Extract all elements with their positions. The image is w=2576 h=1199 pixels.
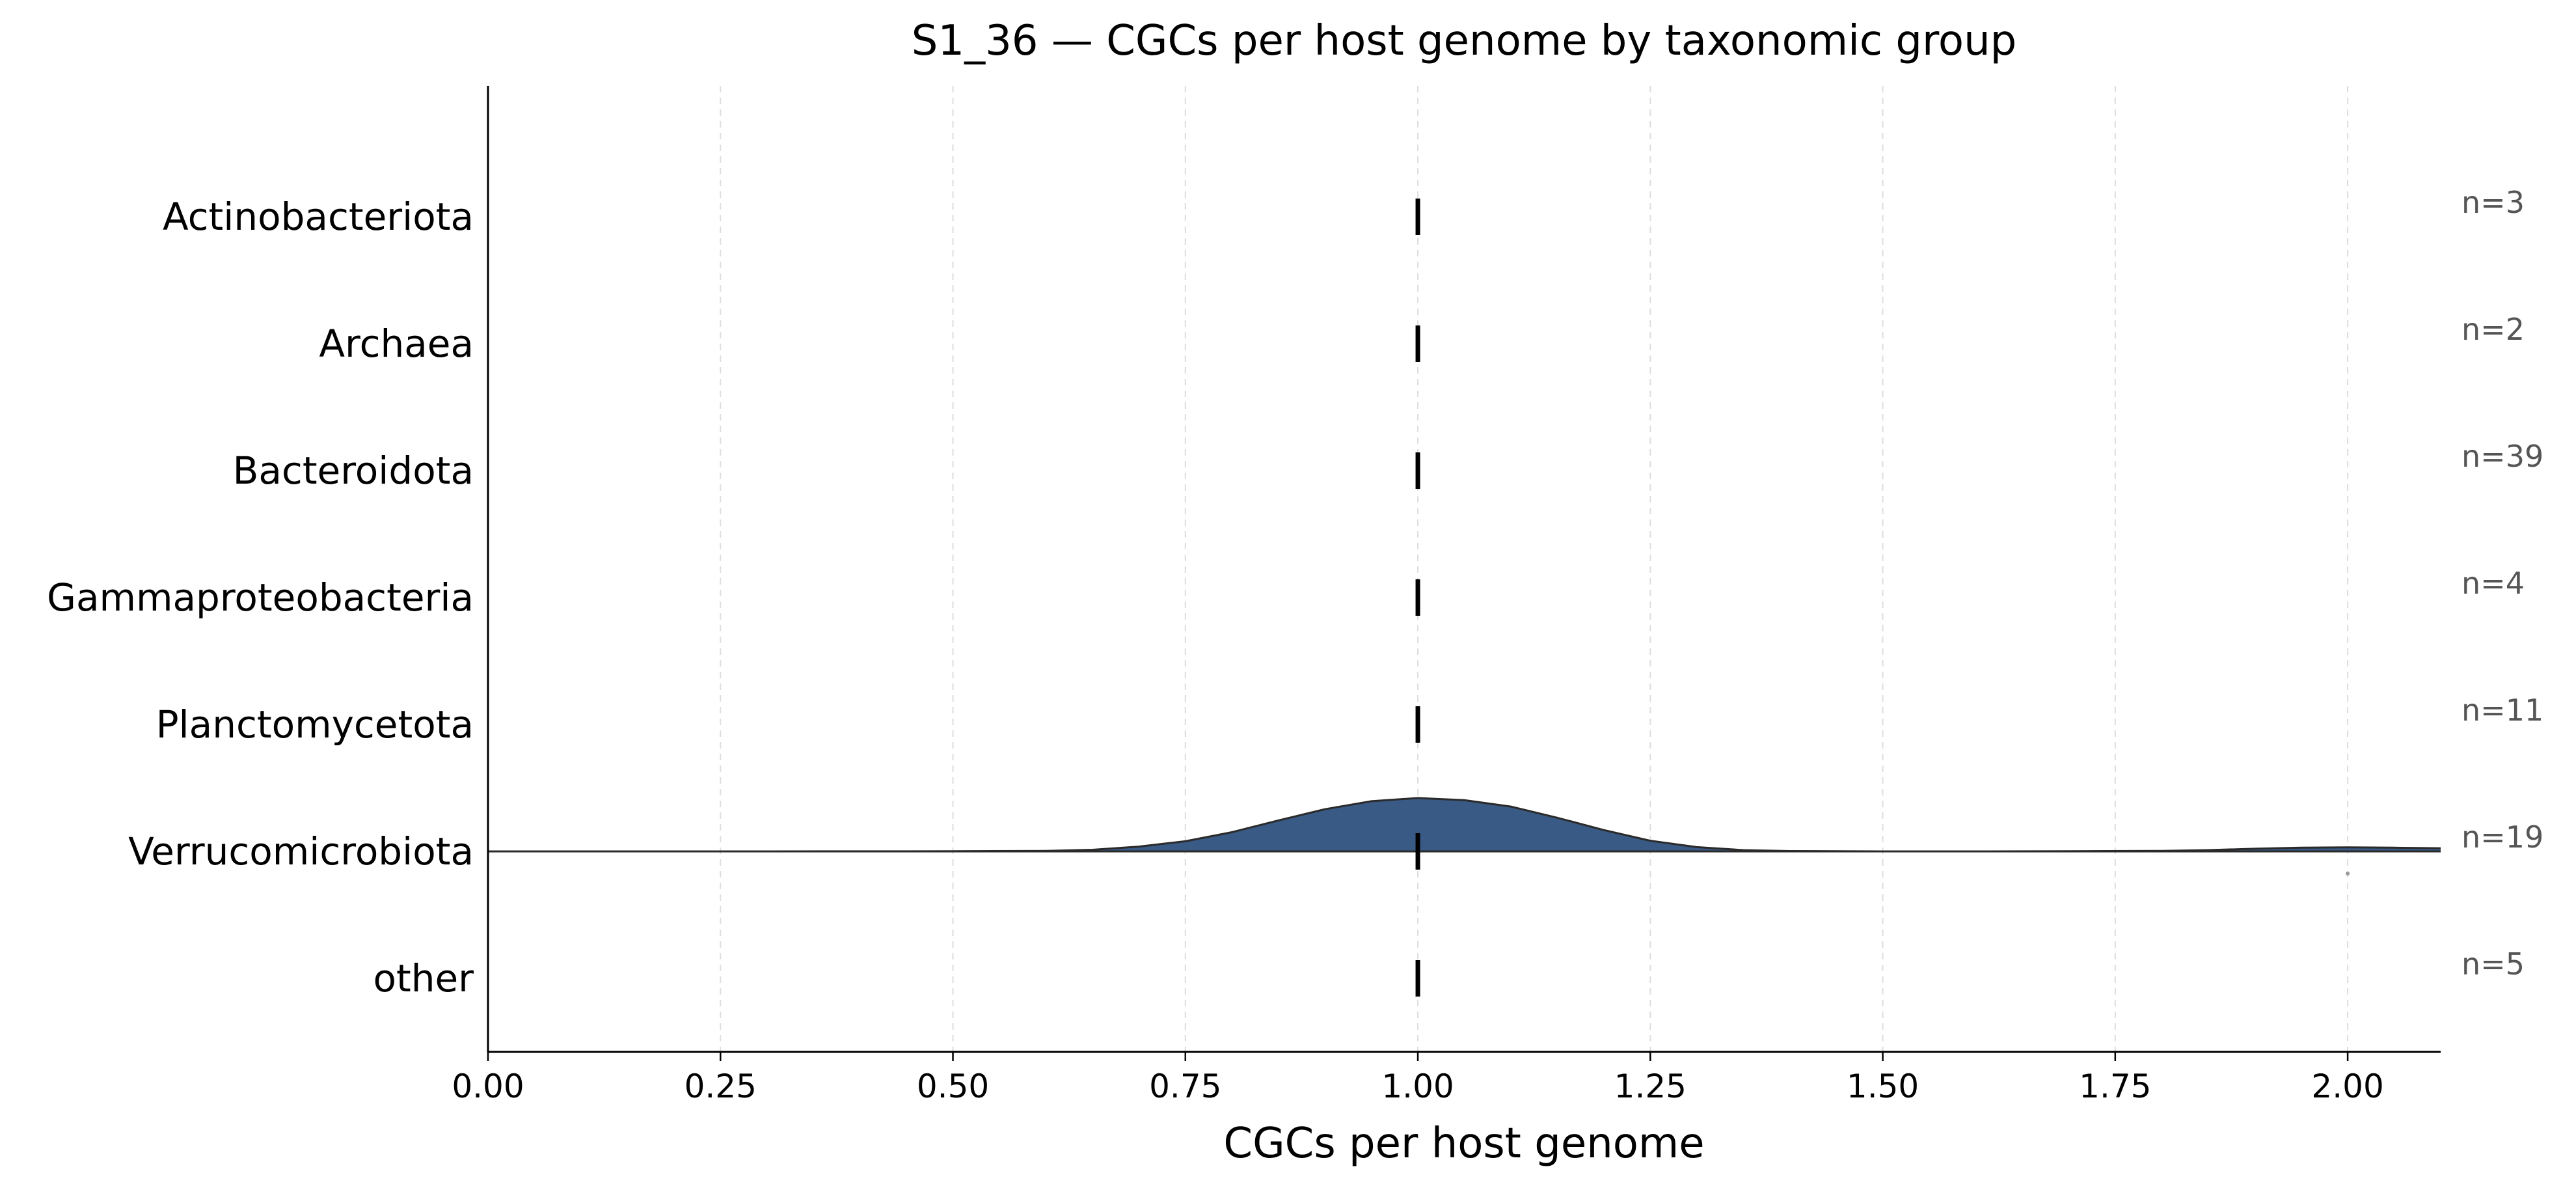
group-count-label: n=39: [2461, 439, 2543, 474]
group-label: Gammaproteobacteria: [47, 575, 474, 620]
x-tick-label: 0.50: [917, 1068, 989, 1105]
group-label: Planctomycetota: [156, 702, 474, 747]
x-tick-label: 1.25: [1614, 1068, 1687, 1105]
group-label: other: [373, 956, 474, 1000]
x-tick-label: 0.00: [452, 1068, 524, 1105]
x-tick-label: 1.75: [2079, 1068, 2151, 1105]
group-count-label: n=3: [2461, 185, 2525, 220]
x-tick-label: 2.00: [2311, 1068, 2383, 1105]
group-label: Verrucomicrobiota: [128, 829, 474, 874]
group-count-label: n=4: [2461, 566, 2525, 601]
y-tick-labels: Actinobacteriota Archaea Bacteroidota Gamma…: [47, 195, 474, 1000]
group-label: Bacteroidota: [233, 448, 474, 493]
group-label: Actinobacteriota: [163, 195, 474, 239]
x-axis-label: CGCs per host genome: [1223, 1120, 1704, 1168]
density-fill: [488, 798, 2441, 851]
ridges: [488, 797, 2441, 875]
outlier-point: [2346, 872, 2350, 875]
group-label: Archaea: [319, 322, 474, 366]
density-outline: [488, 797, 2441, 853]
group-count-label: n=19: [2461, 820, 2543, 855]
x-tick-label: 1.00: [1381, 1068, 1454, 1105]
count-labels: n=3 n=2 n=39 n=4 n=11 n=19 n=5: [2461, 185, 2543, 982]
x-tick-label: 0.25: [685, 1068, 757, 1105]
group-count-label: n=11: [2461, 693, 2543, 728]
x-ticks: 0.00 0.25 0.50 0.75 1.00 1.25 1.50 1.75 2.00: [452, 1052, 2384, 1105]
chart-title: S1_36 — CGCs per host genome by taxonomi…: [912, 17, 2017, 65]
x-tick-label: 1.50: [1847, 1068, 1919, 1105]
axes: [487, 86, 2441, 1053]
x-tick-label: 0.75: [1149, 1068, 1221, 1105]
group-count-label: n=2: [2461, 312, 2525, 347]
group-count-label: n=5: [2461, 946, 2525, 982]
